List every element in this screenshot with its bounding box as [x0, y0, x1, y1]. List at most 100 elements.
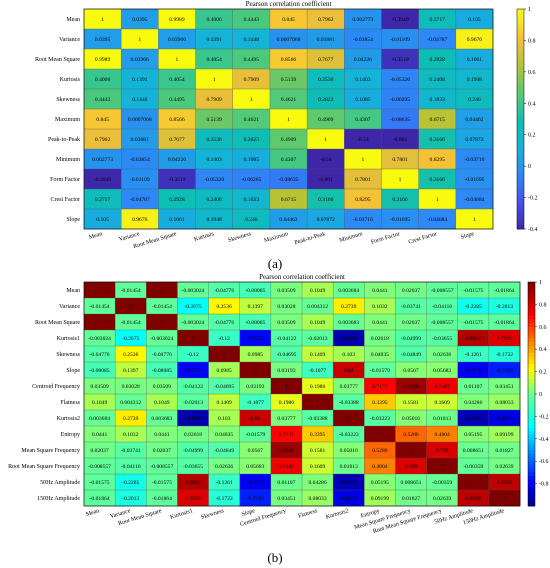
heatmap-cell: [457, 426, 490, 443]
heatmap-cell: [84, 442, 116, 459]
cell-value: 0.1448: [132, 97, 148, 103]
colorbar-segment: [517, 225, 524, 230]
heatmap-cell: [208, 458, 241, 475]
cell-value: -0.01454: [121, 288, 141, 294]
cell-value: 0.2536: [216, 304, 232, 310]
colorbar-tick-label: 0.2: [539, 370, 547, 376]
colorbar-segment: [528, 446, 535, 451]
heatmap-cell: [488, 346, 521, 363]
cell-value: 0.5286: [372, 448, 388, 454]
cell-value: 0.08033: [495, 400, 513, 406]
heatmap-cell: [302, 362, 334, 379]
column-tick-label: Variance: [119, 231, 141, 243]
cell-value: 0.03028: [277, 304, 295, 310]
plot-frame: [83, 281, 521, 507]
row-tick-label: Peak-to-Peak: [48, 137, 80, 143]
colorbar-segment: [517, 199, 524, 204]
heatmap-cell: [364, 426, 396, 443]
colorbar-segment: [528, 367, 535, 372]
heatmap-cell: [302, 394, 334, 411]
cell-value: 0.1403: [206, 157, 222, 163]
colorbar-segment: [517, 177, 524, 182]
heatmap-cell: [395, 346, 427, 363]
cell-value: 0.1833: [244, 197, 260, 203]
colorbar-segment: [517, 23, 524, 28]
heatmap-cell: [84, 9, 122, 30]
heatmap-cell: [208, 410, 241, 427]
cell-value: 0.4495: [169, 97, 185, 103]
cell-value: -0.1077: [247, 400, 264, 406]
colorbar-tick-label: 0.2: [528, 133, 536, 139]
heatmap-cell: [364, 362, 396, 379]
heatmap-cell: [146, 442, 178, 459]
row-tick-label: 50Hz Amplitude: [40, 480, 80, 486]
cell-value: 0.05683: [433, 368, 451, 374]
cell-value: 0.1085: [355, 97, 371, 103]
heatmap-cell: [344, 29, 382, 50]
heatmap-cell: [302, 314, 334, 331]
cell-value: 0.1397: [123, 368, 139, 374]
cell-value: 0.7677: [318, 57, 334, 63]
heatmap-cell: [333, 426, 365, 443]
heatmap-cell: [208, 346, 241, 363]
heatmap-cell: [307, 89, 345, 110]
cell-value: -0.861: [393, 137, 408, 143]
heatmap-cell: [457, 362, 490, 379]
heatmap-cell: [84, 189, 122, 210]
row-tick-label: Kurtosis1: [57, 336, 80, 342]
cell-value: 0.1948: [206, 217, 222, 223]
cell-value: 0.04286: [308, 480, 326, 486]
cell-value: 1: [213, 77, 216, 83]
heatmap-cell: [270, 474, 303, 491]
colorbar-segment: [528, 479, 535, 484]
cell-value: -0.3949: [94, 177, 111, 183]
cell-value: 0.0441: [154, 432, 170, 438]
cell-value: 0.02037: [153, 448, 171, 454]
heatmap-cell: [269, 169, 308, 190]
heatmap-cell: [146, 410, 178, 427]
cell-value: 0.1833: [430, 97, 446, 103]
cell-value: 0.09199: [495, 432, 513, 438]
cell-value: 0.0567: [248, 448, 264, 454]
heatmap-cell: [239, 442, 272, 459]
heatmap-cell: [239, 458, 272, 475]
heatmap-cell: [269, 89, 308, 110]
cell-value: 0.0567: [403, 368, 419, 374]
heatmap-cell: [121, 189, 159, 210]
heatmap-cell: [239, 282, 272, 299]
heatmap-cell: [426, 442, 459, 459]
colorbar-segment: [528, 442, 535, 447]
cell-value: 0.2408: [430, 77, 446, 83]
cell-value: -0.03741: [401, 304, 421, 310]
heatmap-cell: [115, 330, 147, 347]
cell-value: 0.799: [436, 448, 449, 454]
cell-value: 0.4054: [206, 57, 222, 63]
column-tick-label: Minimum: [339, 231, 364, 244]
heatmap-cell: [208, 378, 241, 395]
cell-value: -0.03388: [339, 400, 359, 406]
heatmap-cell: [177, 314, 209, 331]
cell-value: 0.04835: [371, 352, 389, 358]
cell-value: 0.02037: [402, 320, 420, 326]
cell-value: 0.7801: [355, 177, 371, 183]
heatmap-cell: [381, 9, 419, 30]
chart-title: Pearson correlation coefficient: [259, 273, 345, 281]
cell-value: 0.9368: [403, 384, 419, 390]
heatmap-cell: [270, 426, 303, 443]
cell-value: 0.1609: [310, 464, 326, 470]
heatmap-cell: [333, 282, 365, 299]
row-tick-label: Maximum: [55, 117, 80, 123]
cell-value: 0.03451: [277, 496, 295, 502]
heatmap-cell: [208, 394, 241, 411]
heatmap-cell: [455, 129, 494, 150]
colorbar-segment: [517, 203, 524, 208]
cell-value: -0.01864: [152, 496, 172, 502]
colorbar-segment: [528, 296, 535, 302]
heatmap-cell: [302, 298, 334, 315]
cell-value: -0.04849: [401, 352, 421, 358]
colorbar-segment: [517, 20, 524, 25]
column-tick-label: Slope: [460, 231, 475, 241]
heatmap-cell: [177, 442, 209, 459]
heatmap-cell: [84, 129, 122, 150]
cell-value: 0.1448: [244, 37, 260, 43]
